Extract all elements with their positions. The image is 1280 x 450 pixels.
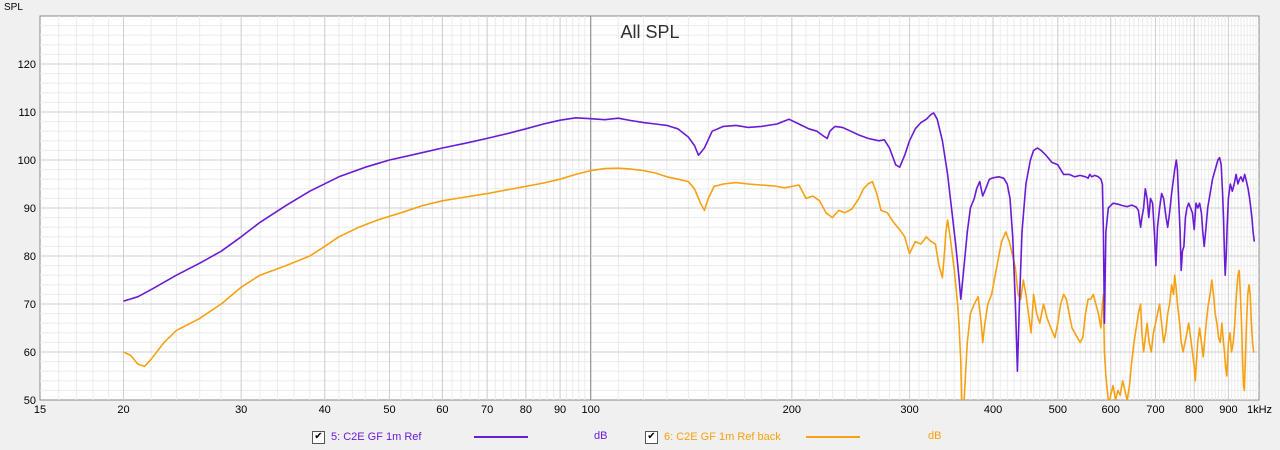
x-tick-label: 900 (1219, 404, 1237, 416)
x-tick-label: 700 (1146, 404, 1164, 416)
y-tick-label: 100 (18, 155, 36, 167)
y-tick-label: 60 (24, 347, 36, 359)
x-tick-label: 50 (383, 404, 395, 416)
y-tick-labels: 50 60 70 80 90 100 110 120 (18, 59, 36, 407)
series-2-label: 6: C2E GF 1m Ref back (664, 431, 781, 443)
y-tick-label: 110 (18, 107, 36, 119)
x-tick-label: 40 (319, 404, 331, 416)
chart-title: All SPL (620, 22, 679, 42)
x-tick-label: 70 (481, 404, 493, 416)
series-2-checkbox[interactable]: ✔ (645, 430, 658, 444)
series-2-swatch (806, 436, 860, 438)
x-tick-label: 400 (984, 404, 1002, 416)
series-layer (123, 112, 1256, 400)
series-1-unit: dB (594, 430, 608, 442)
y-tick-label: 120 (18, 59, 36, 71)
legend-item-series-1: ✔ 5: C2E GF 1m Ref (312, 428, 421, 446)
x-tick-label: 500 (1049, 404, 1067, 416)
x-tick-label: 800 (1185, 404, 1203, 416)
x-tick-labels: 15 20 30 40 50 60 70 80 90 100 200 300 400 500 600 700 8… (34, 404, 1272, 416)
series-1-line (123, 112, 1256, 372)
y-tick-label: 70 (24, 299, 36, 311)
x-tick-label: 200 (783, 404, 801, 416)
x-tick-label: 60 (436, 404, 448, 416)
x-tick-label: 90 (554, 404, 566, 416)
spl-chart: SPL All SPL 50 60 70 80 90 100 110 120 15 20 30 40… (4, 2, 1272, 416)
x-tick-label: 30 (235, 404, 247, 416)
grid-major (40, 16, 1259, 400)
series-1-swatch (474, 436, 528, 438)
y-tick-label: 90 (24, 203, 36, 215)
series-2-unit: dB (928, 430, 942, 442)
series-1-label: 5: C2E GF 1m Ref (331, 431, 422, 443)
legend-item-series-2: ✔ 6: C2E GF 1m Ref back (645, 428, 781, 446)
y-axis-label: SPL (4, 2, 23, 13)
x-tick-label: 600 (1102, 404, 1120, 416)
x-tick-label: 20 (117, 404, 129, 416)
x-tick-label: 100 (581, 404, 599, 416)
x-tick-label: 15 (34, 404, 46, 416)
series-1-checkbox[interactable]: ✔ (312, 430, 325, 444)
y-tick-label: 80 (24, 251, 36, 263)
legend: ✔ 5: C2E GF 1m Ref dB ✔ 6: C2E GF 1m Ref… (0, 428, 1280, 446)
series-2-line (123, 167, 1255, 400)
x-tick-label: 80 (520, 404, 532, 416)
x-tick-label: 300 (900, 404, 918, 416)
x-tick-label: 1kHz (1247, 404, 1272, 416)
y-tick-label: 50 (24, 395, 36, 407)
